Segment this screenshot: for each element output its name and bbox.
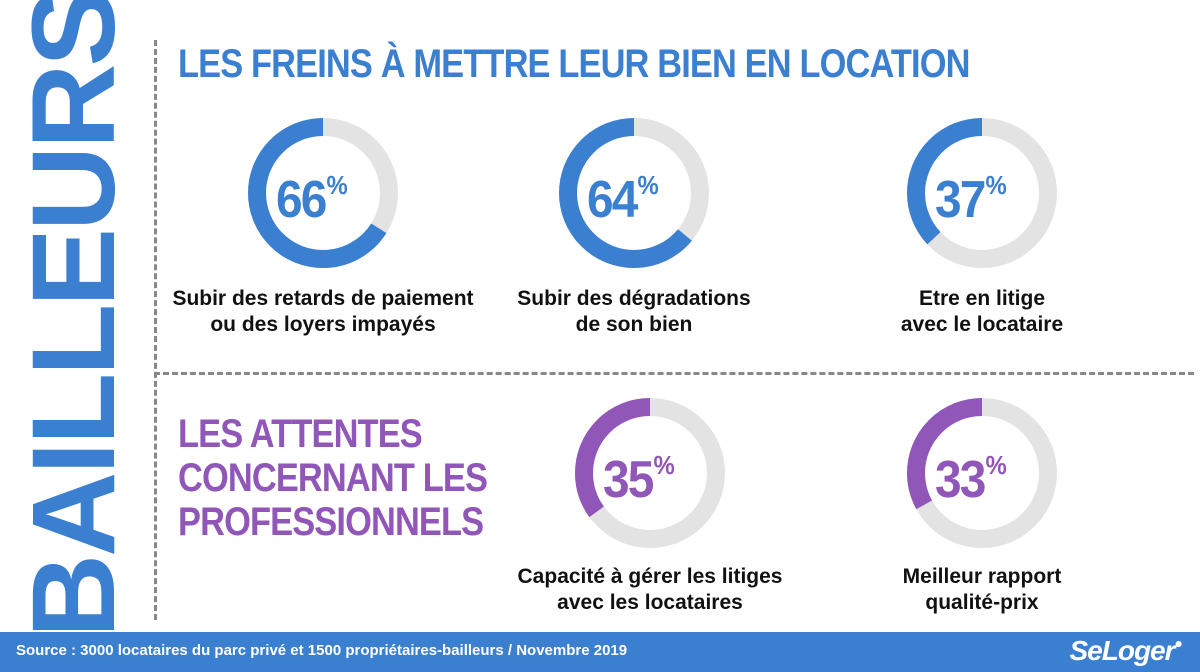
side-title-text: BAILLEURS xyxy=(8,0,140,630)
percentage-value: 64% xyxy=(587,171,659,229)
donut-ring xyxy=(575,398,725,548)
vertical-divider xyxy=(154,40,157,620)
bottom-section-title: LES ATTENTES CONCERNANT LES PROFESSIONNE… xyxy=(178,412,488,544)
percent-sign: % xyxy=(326,170,347,200)
logo-text: SeLoger xyxy=(1069,635,1176,666)
bottom-title-line-2: CONCERNANT LES xyxy=(178,456,488,500)
horizontal-divider xyxy=(154,372,1194,375)
donut-ring xyxy=(559,118,709,268)
top-section-title: LES FREINS À METTRE LEUR BIEN EN LOCATIO… xyxy=(178,42,971,86)
percent-sign: % xyxy=(985,170,1006,200)
donut-chart xyxy=(575,398,725,548)
percentage-value: 66% xyxy=(276,171,348,229)
caption-line-2: de son bien xyxy=(575,313,693,336)
caption-line-2: ou des loyers impayés xyxy=(210,313,436,336)
stat-caption: Etre en litige avec le locataire xyxy=(812,286,1152,338)
bottom-title-line-3: PROFESSIONNELS xyxy=(178,500,484,544)
source-text: Source : 3000 locataires du parc privé e… xyxy=(16,642,628,659)
stat-caption: Subir des retards de paiement ou des loy… xyxy=(153,286,493,338)
percentage-number: 64 xyxy=(587,171,638,229)
donut-ring xyxy=(907,118,1057,268)
percentage-value: 35% xyxy=(603,451,675,509)
caption-line-2: avec les locataires xyxy=(557,591,743,614)
caption-line-1: Subir des retards de paiement xyxy=(172,287,474,310)
donut-value-arc xyxy=(907,398,1057,548)
logo-dot-icon: ● xyxy=(1174,635,1184,651)
percent-sign: % xyxy=(637,170,658,200)
donut-value-arc xyxy=(575,398,725,548)
percentage-number: 37 xyxy=(935,171,986,229)
donut-ring xyxy=(907,398,1057,548)
stat-caption: Meilleur rapport qualité-prix xyxy=(812,564,1152,616)
donut-value-arc xyxy=(559,118,709,268)
percent-sign: % xyxy=(985,450,1006,480)
percentage-value: 37% xyxy=(935,171,1007,229)
stat-caption: Capacité à gérer les litiges avec les lo… xyxy=(480,564,820,616)
vertical-title: BAILLEURS xyxy=(8,0,140,630)
percentage-value: 33% xyxy=(935,451,1007,509)
bottom-title-line-1: LES ATTENTES xyxy=(178,412,423,456)
percentage-number: 35 xyxy=(603,451,654,509)
donut-chart xyxy=(907,398,1057,548)
percentage-number: 33 xyxy=(935,451,986,509)
donut-chart xyxy=(907,118,1057,268)
caption-line-1: Etre en litige xyxy=(918,287,1046,310)
caption-line-1: Meilleur rapport xyxy=(902,565,1062,588)
donut-chart xyxy=(559,118,709,268)
caption-line-1: Capacité à gérer les litiges xyxy=(517,565,783,588)
footer-bar: Source : 3000 locataires du parc privé e… xyxy=(0,632,1200,672)
donut-chart xyxy=(248,118,398,268)
percentage-number: 66 xyxy=(276,171,327,229)
stat-caption: Subir des dégradations de son bien xyxy=(464,286,804,338)
seloger-logo: SeLoger● xyxy=(1069,635,1184,667)
donut-value-arc xyxy=(907,118,1057,268)
donut-ring xyxy=(248,118,398,268)
caption-line-2: qualité-prix xyxy=(925,591,1039,614)
caption-line-1: Subir des dégradations xyxy=(517,287,751,310)
percent-sign: % xyxy=(653,450,674,480)
donut-value-arc xyxy=(248,118,398,268)
caption-line-2: avec le locataire xyxy=(900,313,1064,336)
